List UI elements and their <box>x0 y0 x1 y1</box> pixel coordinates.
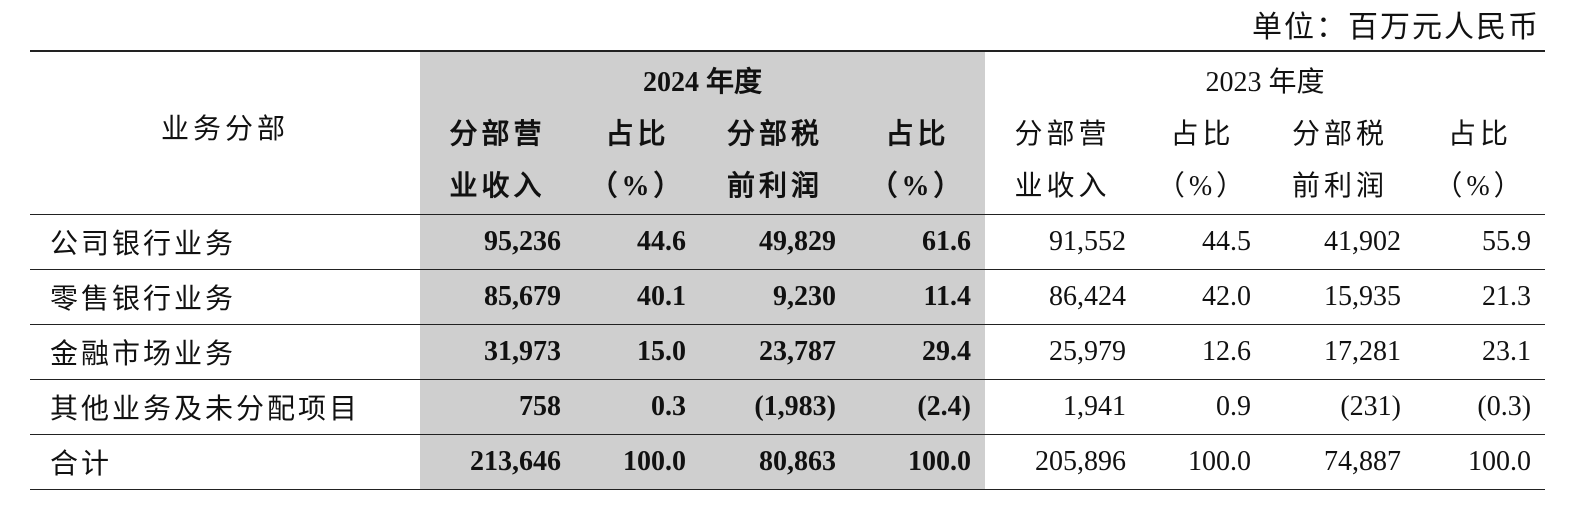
column-header-line: 前利润 <box>1292 170 1389 202</box>
column-header-line: 占比 <box>1448 118 1513 150</box>
cell-value: 15,935 <box>1265 269 1416 325</box>
row-label: 金融市场业务 <box>30 324 420 380</box>
data-row: 零售银行业务 85,679 40.1 9,230 11.4 86,424 42.0 15,93… <box>30 269 1546 325</box>
row-label: 公司银行业务 <box>30 214 420 270</box>
column-header-line: （%） <box>869 170 966 202</box>
cell-value: (0.3) <box>1415 379 1546 435</box>
cell-value: 44.5 <box>1140 214 1266 270</box>
cell-value: 23,787 <box>700 324 850 380</box>
column-header-line: （%） <box>1434 170 1526 202</box>
cell-value: 12.6 <box>1140 324 1266 380</box>
cell-value: 1,941 <box>985 379 1141 435</box>
header-row: 业务分部 2024 年度 2023 年度 <box>30 50 1546 215</box>
column-header-line: （%） <box>1156 170 1249 202</box>
column-header-line: 占比 <box>885 118 950 150</box>
column-header-line: 分部营 <box>1014 118 1111 150</box>
cell-value: 85,679 <box>420 269 575 325</box>
column-header-line: 业收入 <box>1014 170 1111 202</box>
cell-value: 80,863 <box>700 434 850 490</box>
column-header-line: 分部税 <box>726 118 823 150</box>
group-header: 2023 年度 <box>985 50 1546 107</box>
data-row: 合计 213,646 100.0 80,863 100.0 205,896 100.0 74,… <box>30 434 1546 490</box>
column-header: 占比 （%） <box>850 107 986 215</box>
cell-value: 100.0 <box>575 434 700 490</box>
column-header-line: 分部税 <box>1292 118 1389 150</box>
cell-value: 91,552 <box>985 214 1141 270</box>
cell-value: 29.4 <box>850 324 986 380</box>
column-header-line: 前利润 <box>726 170 823 202</box>
cell-value: 758 <box>420 379 575 435</box>
cell-value: 31,973 <box>420 324 575 380</box>
column-header-line: （%） <box>589 170 686 202</box>
data-row: 其他业务及未分配项目 758 0.3 (1,983) (2.4) 1,941 0.9 (231… <box>30 379 1546 435</box>
cell-value: 25,979 <box>985 324 1141 380</box>
column-header: 占比 （%） <box>1140 107 1266 215</box>
cell-value: 17,281 <box>1265 324 1416 380</box>
column-header-line: 业收入 <box>449 170 546 202</box>
column-header: 分部营 业收入 <box>985 107 1141 215</box>
cell-value: 0.3 <box>575 379 700 435</box>
column-header: 分部税 前利润 <box>1265 107 1416 215</box>
cell-value: 0.9 <box>1140 379 1266 435</box>
cell-value: (2.4) <box>850 379 986 435</box>
cell-value: 44.6 <box>575 214 700 270</box>
cell-value: 21.3 <box>1415 269 1546 325</box>
row-header: 业务分部 <box>30 50 420 215</box>
cell-value: (231) <box>1265 379 1416 435</box>
cell-value: 61.6 <box>850 214 986 270</box>
cell-value: (1,983) <box>700 379 850 435</box>
row-label: 其他业务及未分配项目 <box>30 379 420 435</box>
column-header: 分部营 业收入 <box>420 107 575 215</box>
column-header-line: 分部营 <box>449 118 546 150</box>
unit-note: 单位：百万元人民币 <box>1252 11 1540 44</box>
column-header: 占比 （%） <box>575 107 700 215</box>
cell-value: 23.1 <box>1415 324 1546 380</box>
cell-value: 42.0 <box>1140 269 1266 325</box>
cell-value: 49,829 <box>700 214 850 270</box>
row-label: 零售银行业务 <box>30 269 420 325</box>
data-row: 公司银行业务 95,236 44.6 49,829 61.6 91,552 44.5 41,9… <box>30 214 1546 270</box>
data-row: 金融市场业务 31,973 15.0 23,787 29.4 25,979 12.6 17,2… <box>30 324 1546 380</box>
cell-value: 95,236 <box>420 214 575 270</box>
group-header: 2024 年度 <box>420 50 986 107</box>
cell-value: 15.0 <box>575 324 700 380</box>
column-header-line: 占比 <box>1170 118 1235 150</box>
cell-value: 55.9 <box>1415 214 1546 270</box>
cell-value: 74,887 <box>1265 434 1416 490</box>
cell-value: 100.0 <box>1140 434 1266 490</box>
column-header: 分部税 前利润 <box>700 107 850 215</box>
cell-value: 213,646 <box>420 434 575 490</box>
column-header-line: 占比 <box>605 118 670 150</box>
cell-value: 41,902 <box>1265 214 1416 270</box>
cell-value: 100.0 <box>1415 434 1546 490</box>
cell-value: 100.0 <box>850 434 986 490</box>
cell-value: 86,424 <box>985 269 1141 325</box>
segment-table: 业务分部 2024 年度 2023 年度 分部营 业收入 占比 （%） 分部税 前利润 占比 （%）… <box>30 50 1546 490</box>
cell-value: 205,896 <box>985 434 1141 490</box>
column-header: 占比 （%） <box>1415 107 1546 215</box>
row-label: 合计 <box>30 434 420 490</box>
subheader-row: 分部营 业收入 占比 （%） 分部税 前利润 占比 （%） 分部营 业收入 占比 （%） 分部税 前利润占… <box>30 107 1546 215</box>
cell-value: 11.4 <box>850 269 986 325</box>
cell-value: 40.1 <box>575 269 700 325</box>
cell-value: 9,230 <box>700 269 850 325</box>
